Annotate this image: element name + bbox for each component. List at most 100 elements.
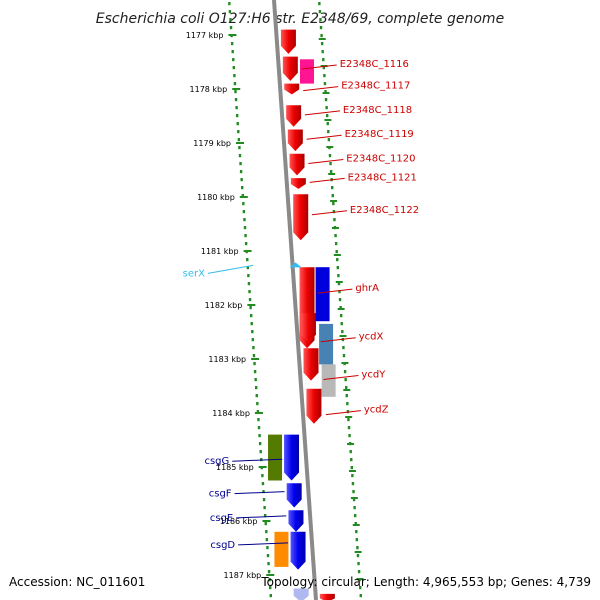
inner-guide-dot bbox=[232, 58, 235, 62]
inner-guide-dot bbox=[246, 258, 249, 262]
outer-guide-dot bbox=[352, 490, 355, 494]
forward-cds-arrow bbox=[306, 388, 322, 424]
scale-tick-label: 1179 kbp bbox=[193, 139, 231, 148]
inner-guide-dot bbox=[240, 178, 243, 182]
inner-guide-dot bbox=[253, 362, 256, 366]
scale-tick-label: 1181 kbp bbox=[201, 247, 239, 256]
outer-guide-dot bbox=[339, 306, 342, 310]
outer-guide-dot bbox=[320, 42, 324, 46]
label-leader-line bbox=[236, 515, 287, 519]
outer-guide-dot bbox=[325, 106, 328, 110]
inner-guide-dot bbox=[256, 410, 260, 414]
inner-guide-dot bbox=[237, 138, 241, 142]
outer-guide-dot bbox=[320, 34, 323, 38]
inner-guide-dot bbox=[228, 10, 232, 14]
outer-guide-dot bbox=[325, 114, 329, 118]
reverse-gene-label[interactable]: csgE bbox=[210, 513, 233, 524]
outer-guide-dot bbox=[319, 18, 322, 22]
inner-guide-dot bbox=[243, 218, 246, 222]
inner-guide-dot bbox=[238, 154, 242, 158]
outer-guide-dot bbox=[346, 402, 349, 406]
outer-guide-dot bbox=[356, 546, 359, 550]
label-leader-line bbox=[306, 134, 342, 140]
outer-guide-dot bbox=[329, 162, 332, 166]
outer-guide-dot bbox=[337, 274, 340, 278]
inner-guide-dot bbox=[258, 434, 261, 438]
inner-guide-dot bbox=[241, 186, 244, 190]
outer-guide-dot bbox=[353, 514, 357, 518]
inner-guide-dot bbox=[262, 490, 265, 494]
outer-guide-dot bbox=[332, 202, 335, 206]
forward-cds-arrow bbox=[286, 105, 302, 127]
inner-guide-dot bbox=[244, 234, 247, 238]
outer-guide-dot bbox=[359, 594, 362, 598]
outer-guide-dot bbox=[324, 90, 327, 94]
outer-guide-dot bbox=[354, 522, 357, 526]
inner-guide-dot bbox=[229, 26, 233, 30]
dotted-guides bbox=[228, 2, 362, 598]
inner-guide-dot bbox=[259, 450, 262, 454]
label-leader-line bbox=[317, 288, 353, 294]
outer-guide-dot bbox=[348, 434, 351, 438]
outer-guide-dot bbox=[345, 386, 348, 390]
outer-guide-dot bbox=[350, 458, 353, 462]
inner-guide-dot bbox=[263, 514, 267, 518]
scale-ticks: 1177 kbp 1178 kbp 1179 kbp 1180 kbp 1181 kbp… bbox=[186, 31, 364, 580]
outer-guide-dot bbox=[327, 130, 330, 134]
outer-guide-dot bbox=[327, 138, 331, 142]
trna-gene-label[interactable]: serX bbox=[183, 268, 205, 279]
inner-guide-dot bbox=[246, 266, 250, 270]
feature-track bbox=[268, 29, 336, 600]
outer-guide-dot bbox=[345, 394, 348, 398]
forward-cds-arrow bbox=[280, 29, 296, 54]
scale-tick-label: 1185 kbp bbox=[216, 463, 254, 472]
reverse-gene-label[interactable]: csgF bbox=[209, 489, 232, 500]
forward-gene-label[interactable]: ycdZ bbox=[364, 405, 389, 416]
outer-guide-dot bbox=[339, 314, 343, 318]
outer-guide-dot bbox=[321, 50, 324, 54]
label-leader-line bbox=[325, 410, 361, 416]
forward-gene-label[interactable]: E2348C_1116 bbox=[340, 59, 409, 70]
forward-gene-label[interactable]: E2348C_1120 bbox=[346, 154, 415, 165]
feature-category-box bbox=[274, 531, 289, 567]
inner-guide-dot bbox=[236, 122, 239, 126]
forward-gene-label[interactable]: E2348C_1119 bbox=[345, 129, 414, 140]
inner-guide-dot bbox=[261, 482, 265, 486]
outer-guide-dot bbox=[328, 154, 332, 158]
forward-gene-label[interactable]: E2348C_1122 bbox=[350, 205, 419, 216]
outer-guide-dot bbox=[342, 346, 345, 350]
forward-gene-label[interactable]: ycdY bbox=[361, 370, 386, 381]
inner-guide-dot bbox=[267, 570, 271, 574]
outer-guide-dot bbox=[359, 586, 362, 590]
reverse-gene-label[interactable]: csgD bbox=[210, 540, 235, 551]
inner-guide-dot bbox=[257, 418, 260, 422]
inner-guide-dot bbox=[247, 274, 250, 278]
inner-guide-dot bbox=[265, 538, 269, 542]
feature-labels: E2348C_1116 E2348C_1117 E2348C_1118 E2348C_… bbox=[183, 59, 419, 551]
outer-guide-dot bbox=[342, 354, 346, 358]
label-leader-line bbox=[311, 210, 347, 216]
forward-gene-label[interactable]: E2348C_1117 bbox=[341, 81, 410, 92]
inner-guide-dot bbox=[232, 66, 236, 70]
outer-guide-dot bbox=[334, 242, 338, 246]
inner-guide-dot bbox=[267, 562, 270, 566]
outer-guide-dot bbox=[352, 498, 356, 502]
inner-guide-dot bbox=[251, 330, 254, 334]
inner-guide-dot bbox=[268, 578, 271, 582]
forward-gene-label[interactable]: E2348C_1121 bbox=[348, 172, 417, 183]
reverse-gene-label[interactable]: csgG bbox=[204, 456, 229, 467]
label-leader-line bbox=[309, 177, 345, 183]
forward-gene-label[interactable]: ghrA bbox=[355, 283, 379, 294]
forward-gene-label[interactable]: ycdX bbox=[359, 332, 384, 343]
outer-guide-dot bbox=[338, 298, 342, 302]
inner-guide-dot bbox=[262, 498, 266, 502]
accession-text: Accession: NC_011601 bbox=[9, 575, 145, 589]
outer-guide-dot bbox=[341, 330, 344, 334]
inner-guide-dot bbox=[235, 114, 239, 118]
outer-guide-dot bbox=[335, 250, 338, 254]
forward-gene-label[interactable]: E2348C_1118 bbox=[343, 105, 412, 116]
outer-guide-dot bbox=[322, 58, 325, 62]
inner-guide-dot bbox=[265, 530, 268, 534]
outer-guide-dot bbox=[350, 466, 354, 470]
